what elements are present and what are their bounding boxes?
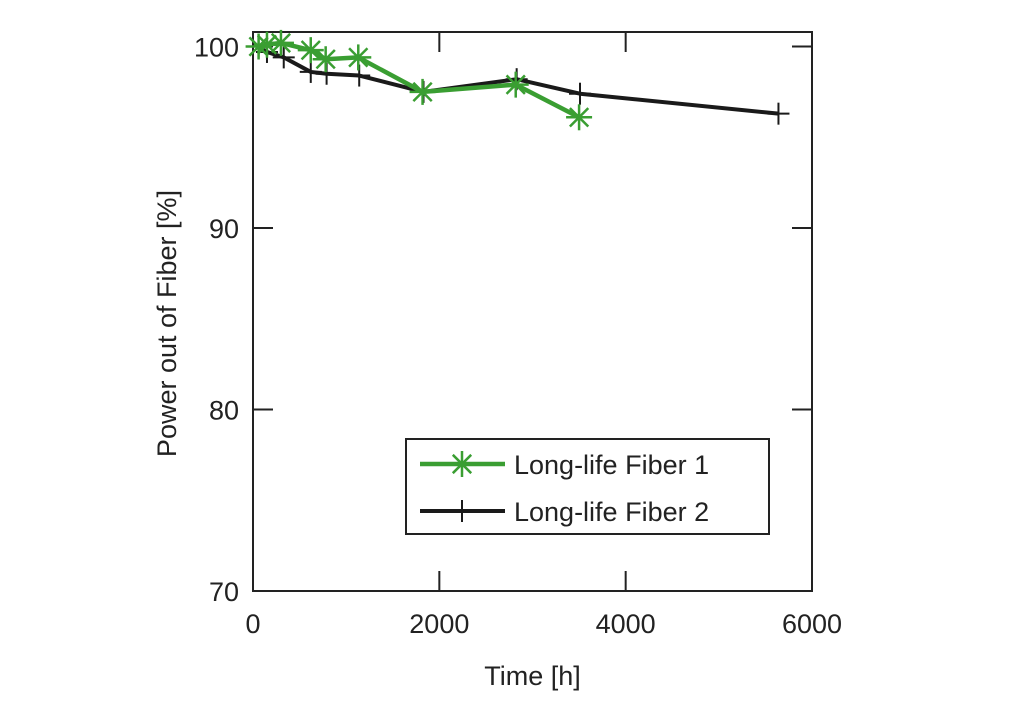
x-tick-label: 0 [245, 609, 260, 639]
y-tick-label: 70 [209, 577, 239, 607]
data-point [267, 29, 294, 56]
legend-swatch-marker [449, 451, 475, 477]
y-tick-label: 90 [209, 214, 239, 244]
legend-box [405, 438, 770, 535]
y-tick-label: 80 [209, 396, 239, 426]
x-tick-label: 4000 [596, 609, 656, 639]
legend-label: Long-life Fiber 1 [514, 450, 709, 480]
data-point [253, 31, 280, 58]
plot-frame [252, 31, 813, 592]
series-1 [245, 29, 593, 131]
data-point [312, 46, 339, 73]
data-point [502, 71, 529, 98]
y-axis-title: Power out of Fiber [%] [152, 190, 182, 457]
legend: Long-life Fiber 1 Long-life Fiber 2 [405, 438, 770, 535]
data-point [569, 82, 592, 105]
data-point [409, 78, 436, 105]
series-layer [245, 29, 790, 131]
tick-labels: 0 2000 4000 6000 70 80 90 100 [194, 33, 842, 639]
legend-label: Long-life Fiber 2 [514, 497, 709, 527]
y-tick-label: 100 [194, 33, 239, 63]
data-point [272, 46, 295, 69]
legend-swatch-marker [451, 500, 473, 522]
plot-border [252, 31, 813, 592]
x-axis-title: Time [h] [484, 661, 581, 691]
data-point [299, 60, 322, 83]
x-tick-label: 6000 [782, 609, 842, 639]
x-tick-label: 2000 [409, 609, 469, 639]
axis-ticks [252, 32, 813, 592]
data-point [345, 44, 372, 71]
legend-item: Long-life Fiber 2 [420, 497, 709, 527]
data-point [297, 37, 324, 64]
data-point [566, 104, 593, 131]
legend-item: Long-life Fiber 1 [420, 450, 709, 480]
data-point [767, 102, 790, 125]
